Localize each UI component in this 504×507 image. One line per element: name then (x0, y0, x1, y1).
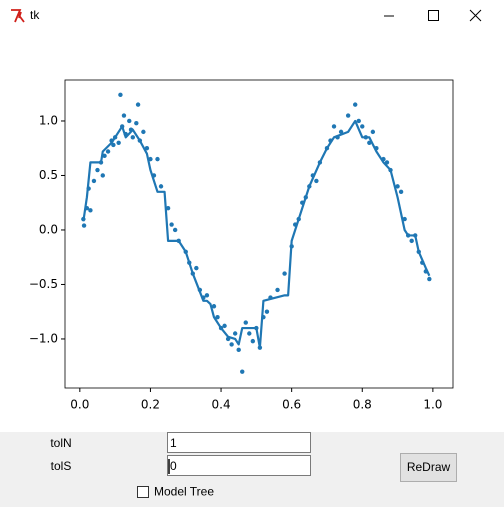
x-tick-label: 1.0 (423, 398, 442, 412)
point (250, 338, 256, 344)
maximize[interactable] (428, 10, 439, 21)
y-tick-label: −1.0 (29, 331, 58, 345)
controls: tolN 1 tolS 0 ReDraw Model Tree (50, 432, 457, 499)
field-label: tolN (50, 436, 71, 450)
point (111, 142, 116, 148)
point (427, 276, 432, 282)
point (127, 118, 132, 124)
point (121, 113, 127, 118)
point (204, 293, 210, 298)
point (88, 208, 93, 213)
point (118, 92, 123, 98)
axes-frame (64, 79, 454, 389)
point (360, 124, 365, 129)
point (95, 167, 100, 173)
y-tick-label: 1.0 (39, 113, 58, 127)
point (134, 120, 139, 126)
field-value: 0 (170, 459, 177, 473)
point (232, 331, 238, 336)
point (135, 102, 141, 107)
field-input[interactable] (167, 455, 311, 476)
x-tick-label: 0.8 (353, 398, 372, 412)
redraw-button[interactable] (400, 453, 457, 482)
point (130, 135, 135, 140)
point (240, 369, 245, 374)
point (353, 102, 358, 107)
point (158, 184, 164, 189)
y-tick-label: 0.5 (39, 168, 58, 182)
point (236, 347, 241, 353)
point (282, 271, 287, 276)
field-label: tolS (51, 459, 72, 473)
point (398, 189, 404, 195)
point (91, 178, 97, 184)
point (409, 238, 414, 244)
app-icon (11, 9, 25, 23)
field-input[interactable] (167, 432, 311, 453)
close[interactable] (469, 9, 482, 22)
checkbox[interactable] (137, 486, 149, 498)
point (116, 140, 121, 145)
point (331, 124, 337, 129)
point (338, 129, 344, 135)
point (222, 323, 227, 329)
plot: 0.0 0.2 0.4 0.6 0.8 1.0 −1.0 −0.5 0.0 0.5 1.0 (29, 79, 454, 412)
point (370, 129, 376, 135)
button-label: ReDraw (407, 460, 451, 474)
point (247, 331, 252, 336)
fit-line (82, 119, 431, 349)
x-tick-label: 0.6 (282, 398, 301, 412)
x-tick-label: 0.2 (141, 398, 160, 412)
point (102, 153, 107, 159)
point (172, 227, 178, 233)
y-tick-label: −0.5 (29, 277, 58, 291)
point (105, 149, 111, 154)
point (264, 309, 270, 314)
point (345, 113, 351, 118)
point (314, 178, 319, 184)
y-tick-label: 0.0 (39, 222, 58, 236)
x-tick-label: 0.4 (212, 398, 231, 412)
point (81, 223, 87, 228)
point (275, 287, 280, 293)
checkbox-label: Model Tree (154, 485, 214, 499)
point (100, 173, 105, 178)
window-title: tk (30, 8, 40, 22)
point (215, 314, 220, 320)
point (243, 320, 248, 325)
point (165, 205, 171, 211)
point (169, 222, 174, 227)
point (211, 304, 217, 309)
point (194, 265, 199, 271)
field-value: 1 (170, 436, 177, 450)
point (229, 342, 234, 347)
title-bar: tk (11, 8, 482, 23)
point (141, 129, 146, 135)
point (395, 184, 400, 189)
x-tick-label: 0.0 (70, 398, 89, 412)
point (155, 156, 160, 162)
point (356, 118, 361, 124)
